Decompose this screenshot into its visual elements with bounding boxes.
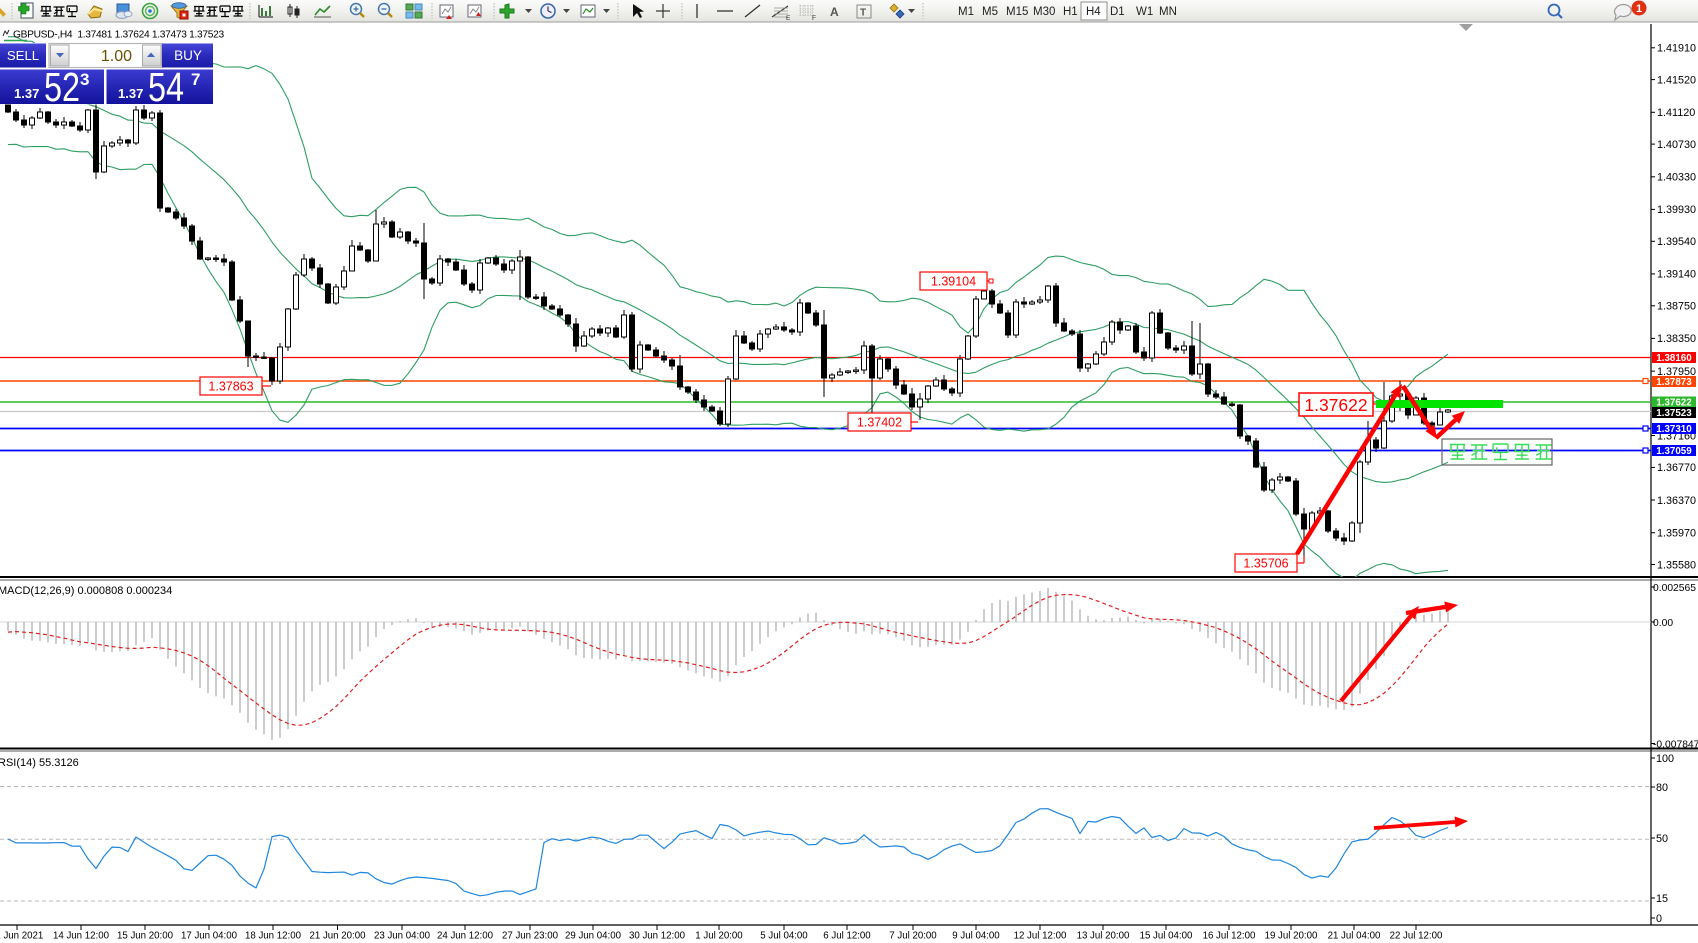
svg-text:H1: H1	[1063, 6, 1078, 18]
svg-text:14 Jun 12:00: 14 Jun 12:00	[53, 931, 110, 942]
svg-text:1.00: 1.00	[101, 48, 132, 65]
svg-text:1.40730: 1.40730	[1657, 139, 1696, 151]
svg-text:1.36770: 1.36770	[1657, 462, 1696, 474]
svg-text:29 Jun 04:00: 29 Jun 04:00	[565, 931, 622, 942]
svg-text:1.35580: 1.35580	[1657, 559, 1696, 571]
svg-text:M30: M30	[1033, 6, 1055, 18]
svg-text:0: 0	[1656, 913, 1662, 925]
svg-text:M5: M5	[982, 6, 998, 18]
svg-text:1.41520: 1.41520	[1657, 74, 1696, 86]
svg-text:24 Jun 12:00: 24 Jun 12:00	[437, 931, 494, 942]
svg-text:1.35706: 1.35706	[1243, 557, 1288, 571]
svg-text:30 Jun 12:00: 30 Jun 12:00	[629, 931, 686, 942]
svg-text:MACD(12,26,9) 0.000808 0.00023: MACD(12,26,9) 0.000808 0.000234	[0, 585, 172, 597]
svg-text:1.37622: 1.37622	[1656, 398, 1692, 409]
svg-text:18 Jun 12:00: 18 Jun 12:00	[245, 931, 302, 942]
svg-text:E: E	[786, 15, 791, 22]
svg-text:A: A	[830, 5, 839, 19]
svg-text:SELL: SELL	[7, 48, 39, 63]
svg-text:80: 80	[1656, 782, 1668, 794]
svg-text:D1: D1	[1110, 6, 1125, 18]
svg-text:1.36370: 1.36370	[1657, 495, 1696, 507]
svg-text:T: T	[860, 8, 866, 19]
svg-text:1.39930: 1.39930	[1657, 204, 1696, 216]
svg-text:1.40330: 1.40330	[1657, 172, 1696, 184]
svg-text:1.38160: 1.38160	[1656, 353, 1692, 364]
svg-text:23 Jun 04:00: 23 Jun 04:00	[374, 931, 431, 942]
svg-text:54: 54	[148, 64, 184, 110]
svg-text:3: 3	[80, 70, 89, 89]
svg-text:11 Jun 2021: 11 Jun 2021	[0, 931, 43, 942]
svg-text:13 Jul 20:00: 13 Jul 20:00	[1077, 931, 1130, 942]
svg-text:15 Jul 04:00: 15 Jul 04:00	[1140, 931, 1193, 942]
svg-text:0.00: 0.00	[1653, 618, 1673, 629]
svg-text:1.39540: 1.39540	[1657, 236, 1696, 248]
svg-text:1.37: 1.37	[14, 86, 39, 101]
svg-text:1.37402: 1.37402	[857, 416, 902, 430]
svg-text:21 Jun 20:00: 21 Jun 20:00	[309, 931, 366, 942]
svg-text:1.35970: 1.35970	[1657, 528, 1696, 540]
svg-text:15: 15	[1656, 893, 1668, 905]
svg-text:1: 1	[1636, 3, 1642, 15]
svg-text:12 Jul 12:00: 12 Jul 12:00	[1014, 931, 1067, 942]
svg-text:W1: W1	[1136, 6, 1153, 18]
svg-text:22 Jul 12:00: 22 Jul 12:00	[1390, 931, 1443, 942]
svg-text:M15: M15	[1006, 6, 1028, 18]
svg-text:50: 50	[1656, 833, 1668, 845]
svg-text:100: 100	[1656, 753, 1674, 765]
svg-text:1.37310: 1.37310	[1656, 424, 1692, 435]
svg-text:17 Jun 04:00: 17 Jun 04:00	[181, 931, 238, 942]
svg-text:H4: H4	[1086, 6, 1101, 18]
svg-text:9 Jul 04:00: 9 Jul 04:00	[952, 931, 1000, 942]
svg-text:RSI(14) 55.3126: RSI(14) 55.3126	[0, 757, 79, 769]
svg-text:1.37: 1.37	[118, 86, 143, 101]
svg-text:0.002565: 0.002565	[1653, 583, 1696, 594]
svg-text:1.37950: 1.37950	[1657, 366, 1696, 378]
svg-text:19 Jul 20:00: 19 Jul 20:00	[1265, 931, 1318, 942]
svg-text:1.37523: 1.37523	[1656, 408, 1692, 419]
svg-text:1.39140: 1.39140	[1657, 269, 1696, 281]
svg-text:-0.007847: -0.007847	[1653, 739, 1698, 750]
svg-text:1.38350: 1.38350	[1657, 333, 1696, 345]
svg-text:1.37873: 1.37873	[1656, 377, 1692, 388]
svg-text:1.37622: 1.37622	[1304, 395, 1367, 415]
svg-text:MN: MN	[1159, 6, 1177, 18]
svg-text:6 Jul 12:00: 6 Jul 12:00	[823, 931, 871, 942]
svg-text:52: 52	[44, 64, 80, 110]
svg-text:7 Jul 20:00: 7 Jul 20:00	[889, 931, 937, 942]
svg-text:1.38750: 1.38750	[1657, 301, 1696, 313]
svg-text:GBPUSD-,H4 1.37481 1.37624 1.: GBPUSD-,H4 1.37481 1.37624 1.37473 1.375…	[13, 30, 224, 41]
svg-text:15 Jun 20:00: 15 Jun 20:00	[117, 931, 174, 942]
svg-text:1.37863: 1.37863	[208, 380, 253, 394]
svg-text:BUY: BUY	[174, 48, 202, 63]
svg-text:16 Jul 12:00: 16 Jul 12:00	[1203, 931, 1256, 942]
svg-text:1.37059: 1.37059	[1656, 446, 1692, 457]
svg-text:1.41120: 1.41120	[1657, 107, 1695, 119]
svg-text:1 Jul 20:00: 1 Jul 20:00	[695, 931, 743, 942]
svg-text:1.39104: 1.39104	[931, 275, 976, 289]
svg-text:5 Jul 04:00: 5 Jul 04:00	[760, 931, 808, 942]
svg-text:21 Jul 04:00: 21 Jul 04:00	[1328, 931, 1381, 942]
svg-text:1.41910: 1.41910	[1657, 43, 1696, 55]
svg-text:F: F	[812, 15, 816, 22]
svg-text:M1: M1	[958, 6, 974, 18]
svg-text:27 Jun 23:00: 27 Jun 23:00	[502, 931, 559, 942]
svg-text:7: 7	[191, 70, 200, 89]
